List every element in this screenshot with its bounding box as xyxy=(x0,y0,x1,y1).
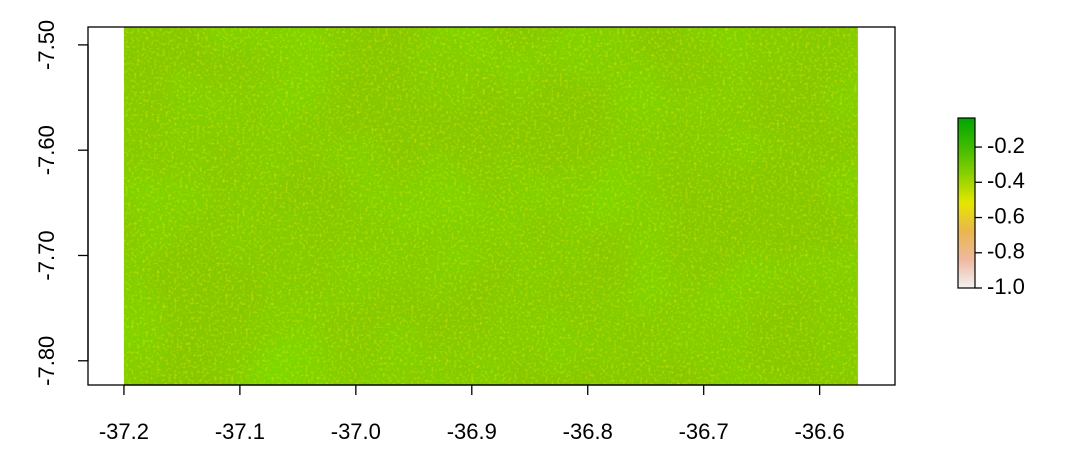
x-tick-label: -37.1 xyxy=(215,419,265,444)
y-tick-label: -7.50 xyxy=(34,20,59,70)
y-tick-label: -7.70 xyxy=(34,230,59,280)
y-tick-label: -7.80 xyxy=(34,336,59,386)
y-tick-label: -7.60 xyxy=(34,125,59,175)
x-tick-label: -36.7 xyxy=(679,419,729,444)
colorbar-tick-label: -0.6 xyxy=(987,203,1025,228)
x-tick-label: -36.8 xyxy=(563,419,613,444)
x-tick-label: -37.0 xyxy=(331,419,381,444)
x-tick-label: -36.9 xyxy=(447,419,497,444)
x-tick-label: -37.2 xyxy=(99,419,149,444)
x-tick-label: -36.6 xyxy=(795,419,845,444)
colorbar-tick-label: -0.4 xyxy=(987,168,1025,193)
colorbar xyxy=(957,117,976,289)
colorbar-tick-label: -0.2 xyxy=(987,133,1025,158)
raster xyxy=(123,27,858,385)
colorbar-tick-label: -0.8 xyxy=(987,239,1025,264)
colorbar-tick-label: -1.0 xyxy=(987,274,1025,299)
raster-noise xyxy=(123,27,858,385)
